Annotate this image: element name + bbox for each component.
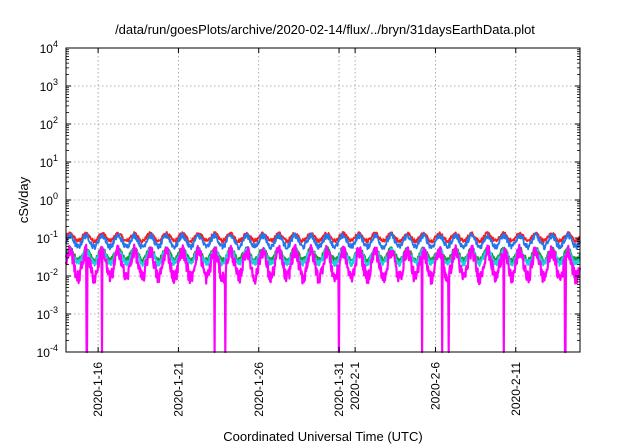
y-tick-exponent: 0 xyxy=(53,191,58,201)
y-tick-base: 10 xyxy=(37,346,51,360)
y-tick-label: 10-1 xyxy=(37,229,58,246)
chart-title: /data/run/goesPlots/archive/2020-02-14/f… xyxy=(115,22,535,37)
y-tick-label: 100 xyxy=(40,191,58,208)
series-group xyxy=(64,231,582,354)
y-tick-base: 10 xyxy=(40,42,54,56)
y-tick-base: 10 xyxy=(40,194,54,208)
x-tick-label: 2020-2-1 xyxy=(348,362,362,410)
y-tick-base: 10 xyxy=(40,118,54,132)
y-tick-base: 10 xyxy=(37,308,51,322)
y-tick-base: 10 xyxy=(40,80,54,94)
y-tick-label: 103 xyxy=(40,77,58,94)
y-tick-exponent: 2 xyxy=(53,115,58,125)
y-tick-label: 10-4 xyxy=(37,343,58,360)
x-tick-label: 2020-2-6 xyxy=(428,362,442,410)
y-tick-exponent: -3 xyxy=(50,305,58,315)
y-axis-title: cSv/day xyxy=(16,176,31,223)
x-axis-title: Coordinated Universal Time (UTC) xyxy=(223,429,422,444)
x-tick-label: 2020-1-16 xyxy=(91,362,105,417)
y-tick-label: 104 xyxy=(40,39,58,56)
series-line-5 xyxy=(64,243,582,354)
y-tick-exponent: 3 xyxy=(53,77,58,87)
y-tick-exponent: 4 xyxy=(53,39,58,49)
x-tick-label: 2020-1-26 xyxy=(252,362,266,417)
y-tick-base: 10 xyxy=(40,156,54,170)
y-tick-label: 10-2 xyxy=(37,267,58,284)
x-tick-label: 2020-1-21 xyxy=(171,362,185,417)
y-tick-label: 101 xyxy=(40,153,58,170)
x-tick-label: 2020-1-31 xyxy=(332,362,346,417)
y-tick-base: 10 xyxy=(37,232,51,246)
y-tick-exponent: -1 xyxy=(50,229,58,239)
y-tick-label: 10-3 xyxy=(37,305,58,322)
y-tick-exponent: 1 xyxy=(53,153,58,163)
y-tick-exponent: -2 xyxy=(50,267,58,277)
y-tick-exponent: -4 xyxy=(50,343,58,353)
series-line-2 xyxy=(65,232,581,251)
x-axis: 2020-1-16 2020-1-21 2020-1-26 2020-1-31 2020… xyxy=(91,48,523,417)
y-tick-base: 10 xyxy=(37,270,51,284)
y-tick-label: 102 xyxy=(40,115,58,132)
x-tick-label: 2020-2-11 xyxy=(509,362,523,416)
